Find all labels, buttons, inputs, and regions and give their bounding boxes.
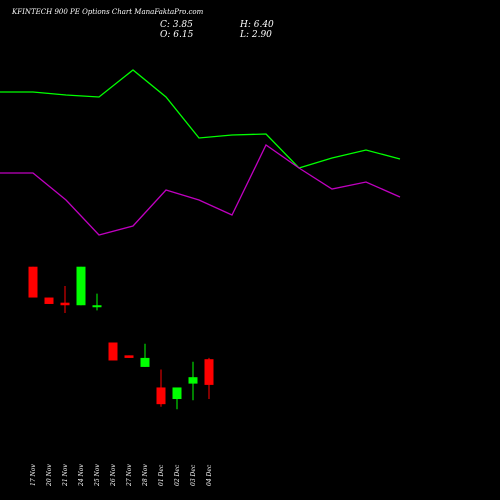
close-value: C: 3.85 [160,20,193,30]
x-axis-ticks: 17 Nov 20 Nov 21 Nov 24 Nov 25 Nov 26 Nov 27 N… [30,464,213,487]
candle-body [92,305,102,308]
x-tick-label: 24 Nov [78,464,85,487]
candle-body [60,302,70,306]
candle-body [156,387,166,405]
candle-body [140,357,150,367]
x-tick-label: 17 Nov [30,464,37,486]
candle-body [204,359,214,385]
candle-body [44,297,54,304]
x-tick-label: 25 Nov [94,464,101,487]
low-value: L: 2.90 [239,30,272,40]
x-tick-label: 02 Dec [174,464,181,486]
x-tick-label: 04 Dec [206,464,213,486]
x-tick-label: 01 Dec [158,464,165,486]
candle-body [124,355,134,358]
high-value: H: 6.40 [239,20,274,30]
candles-group [28,266,214,410]
x-tick-label: 28 Nov [142,464,149,487]
x-tick-label: 26 Nov [110,464,117,487]
green-indicator-line [0,69,401,169]
x-tick-label: 27 Nov [126,464,133,487]
x-tick-label: 21 Nov [62,464,69,487]
candle-body [76,266,86,306]
candle-body [188,377,198,384]
x-tick-label: 03 Dec [190,464,197,486]
magenta-indicator-line [0,144,401,236]
open-value: O: 6.15 [160,30,194,40]
candle-body [108,342,118,361]
candle-body [28,266,38,298]
candle-body [172,387,182,400]
x-tick-label: 20 Nov [46,464,53,487]
chart-title: KFINTECH 900 PE Options Chart ManaFaktaP… [11,8,204,16]
